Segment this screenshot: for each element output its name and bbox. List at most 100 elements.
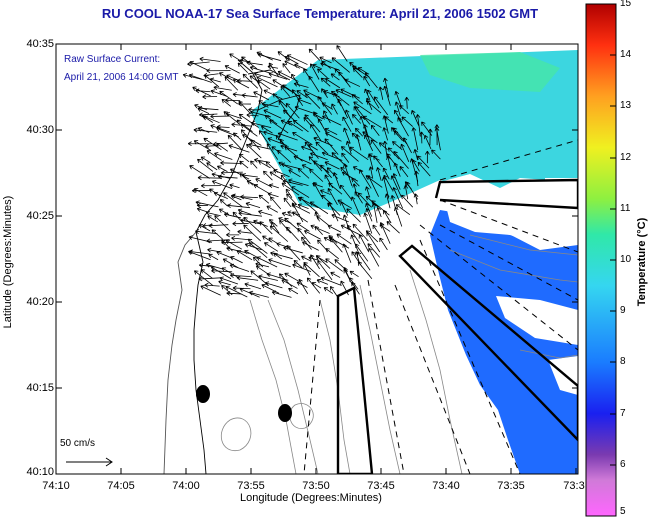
current-vector: [340, 146, 359, 162]
current-vector: [252, 256, 264, 268]
current-vector: [244, 282, 262, 290]
map-title: RU COOL NOAA-17 Sea Surface Temperature:…: [101, 6, 539, 21]
current-vector: [284, 272, 299, 282]
current-vector: [328, 201, 339, 222]
current-vector: [371, 202, 378, 223]
cloud-mask: [496, 296, 578, 345]
current-vector: [229, 53, 241, 61]
current-vector: [320, 164, 332, 179]
current-vector: [344, 78, 361, 87]
current-vector: [337, 98, 349, 119]
current-vector: [264, 242, 279, 252]
current-vector: [357, 261, 373, 280]
current-vector: [250, 160, 258, 169]
current-vector: [305, 93, 321, 109]
current-vector: [379, 222, 391, 244]
colorbar-ticks: [610, 3, 616, 517]
current-vector: [324, 78, 341, 89]
current-vector: [258, 209, 273, 216]
xtick-label: 74:00: [172, 480, 200, 492]
current-vector: [294, 63, 308, 71]
ytick-label: 40:25: [26, 210, 54, 222]
current-vector: [287, 121, 304, 132]
xtick-label: 73:35: [497, 480, 525, 492]
current-vector: [308, 156, 323, 172]
current-vector: [221, 267, 240, 279]
current-vector: [286, 193, 298, 206]
ytick-label: 40:35: [26, 38, 54, 50]
current-vector: [240, 194, 258, 200]
x-axis-label: Longitude (Degrees:Minutes): [240, 492, 382, 504]
current-vector: [206, 68, 231, 74]
current-vector: [226, 290, 242, 296]
current-vector: [317, 68, 328, 79]
current-vector: [206, 162, 218, 171]
current-vector: [219, 276, 239, 285]
xtick-label: 74:05: [107, 480, 135, 492]
current-vector: [310, 124, 322, 142]
current-vector: [339, 184, 352, 200]
current-vector: [198, 112, 218, 118]
current-vector: [293, 259, 303, 269]
current-vector: [383, 85, 391, 106]
current-vector: [277, 149, 291, 163]
current-vector: [285, 103, 300, 119]
current-vector: [341, 152, 350, 163]
current-vector: [264, 115, 278, 125]
current-vector: [244, 242, 262, 251]
current-vector: [188, 73, 212, 83]
current-vector: [350, 196, 361, 217]
current-vector: [394, 101, 401, 117]
current-vector: [335, 89, 352, 98]
current-vector: [401, 116, 413, 127]
current-vector: [349, 270, 359, 278]
current-vector: [238, 100, 252, 115]
current-vector: [301, 236, 312, 250]
current-vector: [280, 174, 292, 187]
current-vector: [347, 224, 361, 244]
current-vector: [248, 242, 268, 258]
current-vector: [364, 72, 378, 89]
current-vector: [319, 56, 332, 64]
current-vector: [331, 103, 338, 115]
current-vector: [292, 119, 309, 133]
current-vector: [404, 96, 410, 109]
current-vector: [228, 144, 250, 153]
current-vector: [363, 124, 371, 145]
current-vector: [384, 193, 391, 209]
current-vector: [195, 200, 219, 208]
current-vector: [229, 263, 250, 272]
current-vector: [367, 89, 380, 109]
current-vector: [309, 201, 329, 215]
current-vector: [227, 134, 243, 151]
current-vector: [303, 230, 321, 240]
current-vector: [270, 196, 282, 210]
current-vector: [266, 143, 279, 160]
feature-blob: [278, 404, 292, 422]
current-vector: [288, 287, 299, 295]
current-vector: [401, 194, 414, 208]
current-vector: [263, 109, 282, 119]
current-vector: [196, 207, 209, 213]
current-vector: [233, 132, 242, 141]
current-vector: [343, 269, 354, 286]
current-vector: [349, 146, 369, 161]
current-vector: [320, 189, 331, 195]
current-vector: [291, 89, 304, 107]
current-vector: [216, 127, 239, 138]
current-vector: [229, 183, 240, 189]
current-vector: [189, 165, 210, 179]
current-vector: [288, 169, 301, 178]
current-vector: [256, 76, 278, 88]
current-vector: [364, 134, 374, 152]
current-vector: [214, 152, 233, 160]
current-vector: [285, 188, 293, 198]
current-vector: [189, 60, 209, 71]
current-vector: [198, 224, 211, 232]
current-vector: [336, 45, 348, 62]
current-vector: [246, 143, 262, 159]
current-vector: [373, 155, 383, 168]
current-vector: [256, 256, 278, 268]
current-vector: [198, 262, 212, 268]
current-vector: [324, 138, 339, 155]
